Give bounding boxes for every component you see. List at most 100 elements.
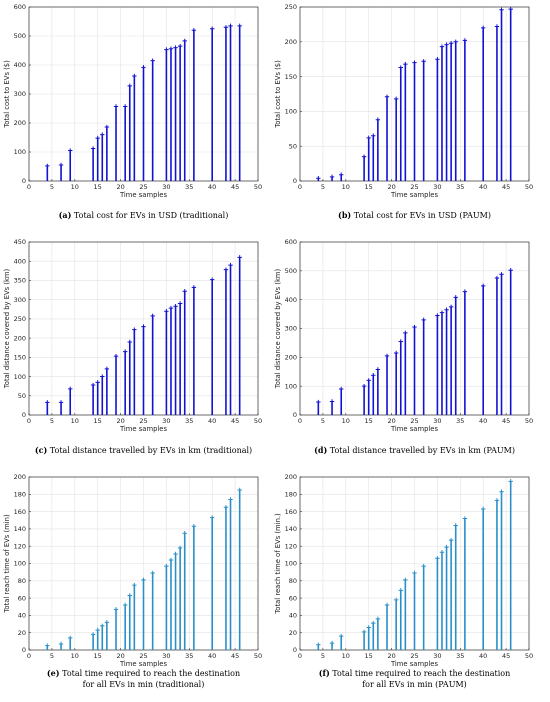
data-point-marker bbox=[210, 26, 215, 31]
y-tick-label: 50 bbox=[18, 392, 26, 400]
panel-caption-line2: for all EVs in min (traditional) bbox=[83, 680, 205, 689]
data-point-marker bbox=[403, 330, 408, 336]
x-tick-label: 0 bbox=[298, 652, 302, 660]
data-point-marker bbox=[448, 304, 454, 310]
data-point-marker bbox=[393, 96, 399, 102]
y-tick-label: 40 bbox=[289, 612, 297, 620]
chart-panel-e: 0 5 10 15 20 25 30 35 40 45 50 0 20 40 60 80 100 120 140 16… bbox=[3, 473, 262, 689]
y-tick-label: 120 bbox=[14, 542, 26, 550]
data-point-marker bbox=[339, 172, 344, 177]
y-tick-label: 100 bbox=[285, 560, 297, 568]
data-point-marker bbox=[481, 506, 486, 512]
data-point-marker bbox=[127, 83, 132, 89]
panel-caption: (e) Total time required to reach the des… bbox=[47, 668, 240, 678]
data-point-marker bbox=[173, 551, 178, 557]
data-point-marker bbox=[104, 366, 110, 372]
data-point-marker bbox=[499, 272, 504, 277]
x-tick-label: 45 bbox=[502, 183, 510, 191]
y-tick-label: 100 bbox=[14, 148, 26, 156]
data-point-marker bbox=[141, 577, 146, 583]
caption-letter: (e) bbox=[47, 668, 60, 678]
data-point-marker bbox=[223, 267, 229, 272]
data-point-marker bbox=[453, 39, 458, 44]
y-tick-label: 120 bbox=[285, 542, 297, 550]
data-point-marker bbox=[228, 23, 233, 29]
panel-caption: (c) Total distance travelled by EVs in k… bbox=[35, 445, 252, 455]
y-tick-label: 180 bbox=[14, 491, 26, 499]
data-point-marker bbox=[95, 380, 100, 385]
data-point-marker bbox=[223, 25, 229, 30]
x-tick-label: 50 bbox=[254, 183, 262, 191]
y-axis-label: Total reach time of EVs (min.) bbox=[274, 513, 282, 615]
data-point-marker bbox=[375, 367, 381, 372]
y-axis-label: Total reach time of EVs (min) bbox=[3, 514, 11, 614]
data-point-marker bbox=[361, 154, 367, 159]
x-tick-label: 25 bbox=[139, 183, 147, 191]
y-tick-label: 160 bbox=[14, 508, 26, 516]
data-point-marker bbox=[393, 350, 399, 356]
y-axis-label: Total distance covered by EVs (km) bbox=[3, 268, 11, 389]
data-point-marker bbox=[113, 353, 119, 359]
x-tick-label: 40 bbox=[479, 183, 487, 191]
data-point-marker bbox=[371, 373, 376, 378]
x-axis-label: Time samples bbox=[390, 191, 439, 199]
panel-caption: (d) Total distance travelled by EVs in k… bbox=[314, 445, 515, 455]
data-point-marker bbox=[168, 305, 174, 311]
x-axis-label: Time samples bbox=[119, 425, 168, 433]
x-axis-label: Time samples bbox=[119, 191, 168, 199]
data-point-marker bbox=[210, 277, 215, 282]
x-tick-label: 45 bbox=[502, 652, 510, 660]
data-point-marker bbox=[228, 497, 233, 502]
caption-text: Total distance travelled by EVs in km (P… bbox=[327, 446, 515, 455]
data-point-marker bbox=[494, 498, 500, 503]
x-tick-label: 15 bbox=[365, 652, 373, 660]
y-tick-label: 400 bbox=[14, 257, 26, 265]
data-point-marker bbox=[371, 133, 376, 138]
y-tick-label: 300 bbox=[14, 90, 26, 98]
x-tick-label: 0 bbox=[298, 417, 302, 425]
data-point-marker bbox=[132, 582, 137, 588]
data-point-marker bbox=[494, 275, 500, 281]
data-point-marker bbox=[173, 45, 178, 50]
caption-text: Total time required to reach the destina… bbox=[60, 669, 241, 678]
data-point-marker bbox=[462, 38, 468, 43]
data-point-marker bbox=[439, 310, 445, 315]
x-tick-label: 50 bbox=[525, 652, 533, 660]
x-tick-label: 25 bbox=[410, 183, 418, 191]
y-axis-label: Total cost to EVs ($) bbox=[274, 60, 282, 129]
data-point-marker bbox=[90, 146, 96, 151]
x-tick-label: 15 bbox=[94, 417, 102, 425]
data-point-marker bbox=[508, 268, 513, 273]
data-point-marker bbox=[141, 324, 146, 329]
y-tick-label: 200 bbox=[285, 38, 297, 46]
x-tick-label: 25 bbox=[139, 417, 147, 425]
caption-letter: (a) bbox=[59, 210, 72, 220]
chart-panel-c: 0 5 10 15 20 25 30 35 40 45 50 0 50 100 150 200 250 300 35… bbox=[3, 238, 262, 455]
x-tick-label: 30 bbox=[433, 652, 441, 660]
x-tick-label: 40 bbox=[208, 183, 216, 191]
data-point-marker bbox=[462, 516, 468, 521]
y-tick-label: 40 bbox=[18, 612, 26, 620]
y-tick-label: 450 bbox=[14, 238, 26, 246]
data-point-marker bbox=[494, 24, 500, 29]
y-tick-label: 300 bbox=[285, 325, 297, 333]
data-point-marker bbox=[164, 563, 169, 569]
y-tick-label: 0 bbox=[293, 411, 297, 419]
data-point-marker bbox=[412, 570, 417, 576]
y-axis-label: Total distance covered by EVs (km) bbox=[274, 268, 282, 389]
data-point-marker bbox=[508, 6, 513, 12]
data-point-marker bbox=[366, 135, 371, 141]
y-tick-label: 200 bbox=[14, 119, 26, 127]
x-axis-label: Time samples bbox=[119, 660, 168, 668]
data-point-marker bbox=[237, 487, 242, 493]
data-point-marker bbox=[316, 399, 321, 405]
data-point-marker bbox=[68, 148, 73, 153]
data-point-marker bbox=[228, 262, 233, 268]
data-point-marker bbox=[58, 400, 64, 405]
data-point-marker bbox=[191, 524, 197, 529]
data-point-marker bbox=[177, 301, 183, 306]
data-point-marker bbox=[444, 307, 449, 312]
x-tick-label: 0 bbox=[27, 417, 31, 425]
y-tick-label: 140 bbox=[285, 525, 297, 533]
data-point-marker bbox=[95, 627, 100, 633]
